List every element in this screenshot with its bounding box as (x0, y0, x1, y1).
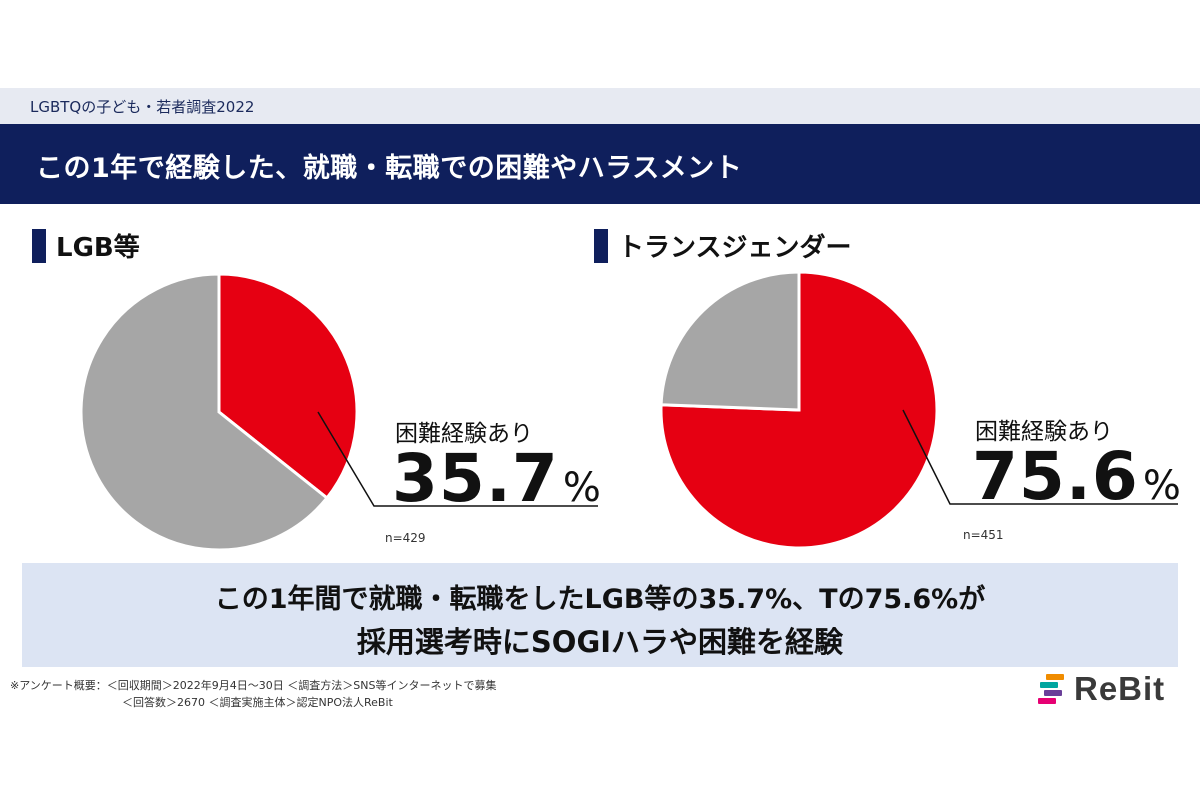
value-transgender: 75.6% (972, 444, 1182, 510)
summary-line-2: 採用選考時にSOGIハラや困難を経験 (356, 625, 844, 659)
heading-marker (594, 228, 608, 263)
summary-line-1: この1年間で就職・転職をしたLGB等の35.7%、Tの75.6%が (214, 584, 986, 615)
survey-band: LGBTQの子ども・若者調査2022 (0, 88, 1200, 124)
summary-box: この1年間で就職・転職をしたLGB等の35.7%、Tの75.6%が 採用選考時に… (22, 563, 1178, 667)
pie-slice-transgender-1 (659, 270, 801, 412)
logo-text: ReBit (1074, 670, 1166, 707)
survey-label: LGBTQの子ども・若者調査2022 (30, 98, 255, 116)
callout-line-lgb (317, 411, 598, 507)
pie-slice-lgb-0 (217, 272, 359, 501)
section-heading-text: トランスジェンダー (618, 233, 852, 263)
title-bar: この1年で経験した、就職・転職での困難やハラスメント (0, 124, 1200, 204)
value-lgb: 35.7% (392, 446, 602, 512)
value-number: 35.7 (392, 440, 559, 517)
section-heading-text: LGB等 (56, 233, 140, 263)
value-unit: % (1142, 463, 1182, 509)
sample-size-transgender: n=451 (963, 528, 1004, 542)
heading-marker (32, 228, 46, 263)
rebit-logo: ReBit (1036, 670, 1165, 708)
pie-slice-lgb-1 (79, 272, 330, 552)
footnote-line-2: ＜回答数＞2670 ＜調査実施主体＞認定NPO法人ReBit (122, 696, 393, 709)
value-number: 75.6 (972, 438, 1139, 515)
section-heading-transgender: トランスジェンダー (594, 227, 851, 264)
value-unit: % (562, 465, 602, 511)
page-title: この1年で経験した、就職・転職での困難やハラスメント (36, 153, 743, 184)
footnote-line-1: ※アンケート概要：＜回収期間＞2022年9月4日〜30日 ＜調査方法＞SNS等イ… (10, 679, 497, 692)
logo-mark-icon (1038, 674, 1064, 704)
callout-label-lgb: 困難経験あり (395, 421, 533, 447)
sample-size-lgb: n=429 (385, 531, 426, 545)
section-heading-lgb: LGB等 (32, 227, 140, 264)
callout-label-transgender: 困難経験あり (975, 419, 1113, 445)
callout-line-transgender (902, 409, 1178, 505)
